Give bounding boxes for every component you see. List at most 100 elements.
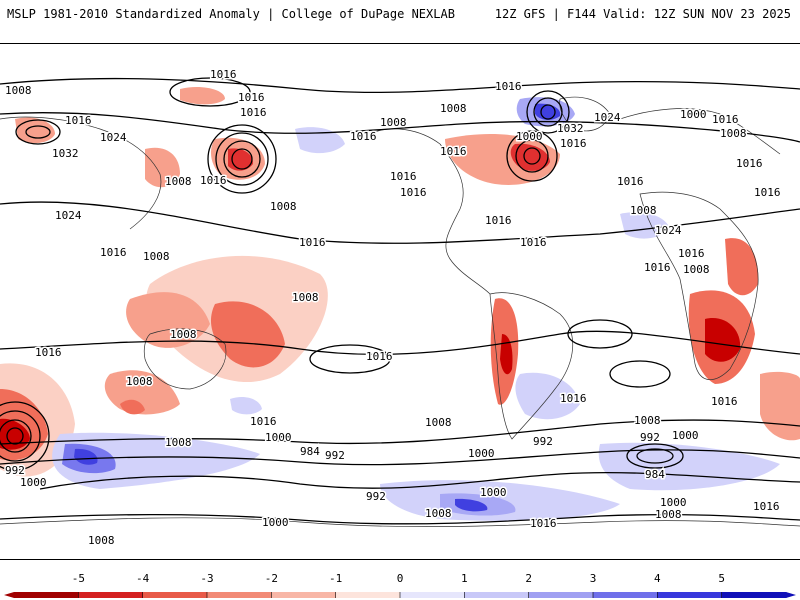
isobar-label: 1016	[440, 145, 467, 158]
anomaly-nz	[120, 399, 145, 415]
coast-south-america	[489, 292, 573, 440]
isobar-label: 1016	[238, 91, 265, 104]
isobar-label: 1016	[350, 130, 377, 143]
isobar-label: 1008	[720, 127, 747, 140]
isobar-label: 1016	[250, 415, 277, 428]
isobar-label: 1008	[380, 116, 407, 129]
isobar-label: 1008	[165, 436, 192, 449]
colorbar-segment	[14, 592, 79, 598]
isobar-north-pacific-low-ring-3	[215, 132, 269, 186]
colorbar-arrow-right	[786, 592, 796, 598]
colorbar-tick-label: -1	[329, 572, 343, 585]
coast-antarctica	[0, 517, 800, 527]
anomaly-south-indian	[760, 371, 800, 441]
isobar-label: 1000	[480, 486, 507, 499]
isobar-east-pacific-high	[169, 77, 251, 107]
isobar-north-1008	[0, 112, 800, 143]
map-title: MSLP 1981-2010 Standardized Anomaly | Co…	[7, 7, 455, 21]
isobar-label: 1024	[55, 209, 82, 222]
colorbar-tick-label: -5	[71, 572, 85, 585]
colorbar-tick-label: 1	[461, 572, 468, 585]
isobar-label: 984	[645, 468, 665, 481]
isobar-label: 1032	[52, 147, 79, 160]
isobar-label: 992	[640, 431, 660, 444]
isobar-label: 1000	[265, 431, 292, 444]
colorbar-segment	[142, 592, 208, 598]
isobar-label: 1024	[655, 224, 682, 237]
isobar-south-992	[39, 471, 800, 490]
isobar-label: 1000	[262, 516, 289, 529]
anomaly-africa-core	[705, 318, 741, 362]
isobar-label: 1024	[100, 131, 127, 144]
coast-greenland	[559, 96, 611, 132]
colorbar: -5 -4 -3 -2 -1 0 1 2 3 4 5	[0, 572, 800, 600]
colorbar-segment	[271, 592, 337, 598]
isobar-label: 1016	[712, 113, 739, 126]
isobar-label: 1008	[5, 84, 32, 97]
isobar-label: 1016	[736, 157, 763, 170]
isobar-label: 1016	[530, 517, 557, 530]
anomaly-andes-core	[500, 334, 513, 375]
isobar-label: 1000	[20, 476, 47, 489]
isobar-label: 1016	[240, 106, 267, 119]
isobar-label: 1000	[660, 496, 687, 509]
colorbar-tick-label: -3	[200, 572, 214, 585]
isobar-hudson-low-ring-1	[523, 147, 541, 165]
anomaly-arabian-sea	[620, 212, 670, 239]
isobar-label: 1016	[485, 214, 512, 227]
colorbar-segment	[657, 592, 723, 598]
isobar-label: 1008	[683, 263, 710, 276]
isobar-southern-ocean-low	[626, 443, 684, 469]
colorbar-tick-label: 0	[396, 572, 404, 585]
anomaly-map: 1016 1008 1016 1024 1032 1016 1016 1008 …	[0, 43, 800, 560]
isobar-south-pacific-low-ring-3	[0, 410, 41, 462]
isobar-label: 1016	[560, 137, 587, 150]
isobar-label: 1016	[390, 170, 417, 183]
anomaly-east-africa	[725, 238, 759, 296]
isobar-label: 1016	[520, 236, 547, 249]
isobar-south-pacific-low-ring-2	[0, 419, 32, 453]
isobar-label: 1008	[126, 375, 153, 388]
isobar-label: 1008	[165, 175, 192, 188]
isobar-label: 1016	[617, 175, 644, 188]
isobar-label: 1016	[560, 392, 587, 405]
isobar-south-atlantic-high	[567, 319, 633, 349]
colorbar-tick-label: 4	[654, 572, 661, 585]
isobar-north-pacific-low-ring-2	[223, 140, 261, 178]
anomaly-australia-core	[210, 301, 285, 368]
colorbar-tick-label: -2	[264, 572, 278, 585]
isobar-antarctic-1000	[0, 513, 800, 525]
isobar-label: 1016	[210, 68, 237, 81]
isobar-label: 1008	[143, 250, 170, 263]
isobar-south-indian-high	[609, 360, 671, 388]
isobar-label: 992	[325, 449, 345, 462]
isobar-label: 992	[533, 435, 553, 448]
isobar-label: 1008	[292, 291, 319, 304]
isobar-label: 1008	[630, 204, 657, 217]
isobar-label: 1016	[644, 261, 671, 274]
isobar-greenland-high-ring-1	[540, 104, 556, 120]
anomaly-antarctic-coast-core	[455, 498, 488, 512]
anomaly-south-pacific-blue	[230, 397, 262, 415]
anomaly-hudson-core	[510, 143, 550, 171]
colorbar-segment	[721, 592, 787, 598]
isobar-south-pacific-subhigh	[309, 344, 391, 374]
isobar-labels: 1016 1008 1016 1024 1032 1016 1016 1008 …	[4, 67, 783, 549]
isobar-label: 1008	[88, 534, 115, 547]
isobar-label: 1016	[678, 247, 705, 260]
isobar-southern-ocean-low-inner	[636, 448, 674, 464]
isobar-label: 1008	[655, 508, 682, 521]
isobar-south-pacific-low-ring-4	[0, 401, 50, 471]
isobar-label: 1016	[400, 186, 427, 199]
isobar-label: 1008	[440, 102, 467, 115]
isobar-label: 984	[300, 445, 320, 458]
colorbar-scale	[4, 592, 796, 598]
isobar-north-1016	[0, 77, 800, 94]
coastlines	[0, 96, 800, 527]
isobar-label: 1000	[672, 429, 699, 442]
colorbar-segment	[335, 592, 401, 598]
colorbar-tick-label: -4	[136, 572, 150, 585]
isobar-south-pacific-low-ring-1	[6, 427, 24, 445]
colorbar-segment	[464, 592, 530, 598]
colorbar-tick-label: 3	[589, 572, 597, 585]
